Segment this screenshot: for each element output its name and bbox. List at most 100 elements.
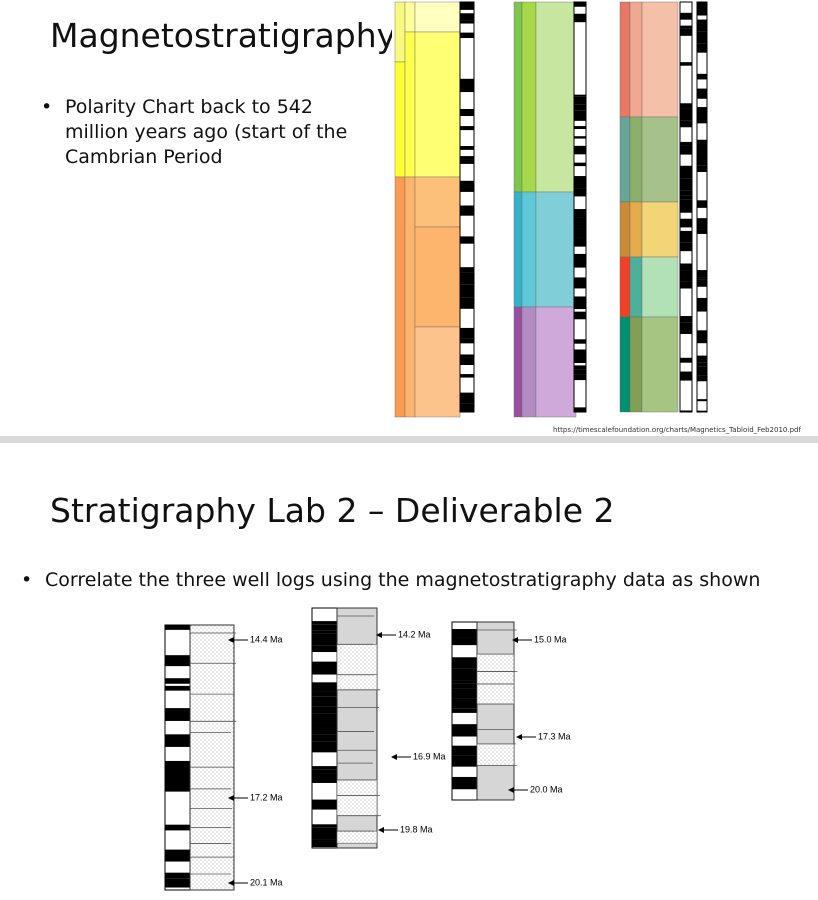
polarity-band xyxy=(312,624,337,631)
arrow-head xyxy=(228,795,234,801)
period-band xyxy=(629,116,643,203)
period-band xyxy=(394,1,406,63)
polarity-band xyxy=(312,766,337,770)
polarity-band xyxy=(574,162,586,167)
period-band xyxy=(619,1,631,118)
polarity-band xyxy=(460,374,474,378)
period-band xyxy=(629,201,643,258)
sand-layer xyxy=(476,671,515,685)
sand-layer xyxy=(476,683,515,705)
polarity-band xyxy=(680,145,692,155)
arrow-head xyxy=(228,880,234,886)
polarity-band xyxy=(452,629,477,638)
period-band xyxy=(619,116,631,203)
polarity-band xyxy=(697,279,707,287)
polarity-band xyxy=(697,43,707,53)
polarity-band xyxy=(312,799,337,810)
polarity-band xyxy=(460,20,474,24)
polarity-band xyxy=(165,878,190,888)
polarity-band xyxy=(452,688,477,699)
polarity-band xyxy=(460,2,474,10)
slide-1: Magnetostratigraphy Polarity Chart back … xyxy=(0,0,818,436)
age-label: 14.2 Ma xyxy=(398,629,431,639)
source-link: https://timescalefoundation.org/charts/M… xyxy=(553,426,801,434)
polarity-band xyxy=(697,145,707,154)
polarity-band xyxy=(574,407,586,412)
period-band xyxy=(629,256,643,318)
period-band xyxy=(414,326,461,418)
polarity-band xyxy=(452,668,477,681)
period-band xyxy=(414,31,461,178)
polarity-band xyxy=(680,242,692,252)
period-band xyxy=(641,316,679,413)
polarity-band xyxy=(460,267,474,273)
polarity-band xyxy=(680,28,692,36)
polarity-band xyxy=(460,284,474,298)
polarity-band xyxy=(452,724,477,737)
polarity-band xyxy=(697,19,707,32)
polarity-band xyxy=(452,680,477,684)
polarity-band xyxy=(165,849,190,862)
polarity-band xyxy=(697,2,707,16)
arrow-head xyxy=(376,632,382,638)
period-band xyxy=(641,201,679,258)
period-band xyxy=(641,116,679,203)
sand-layer xyxy=(336,674,378,691)
bullet: Polarity Chart back to 542 million years… xyxy=(41,95,365,170)
polarity-band xyxy=(452,657,477,669)
period-band xyxy=(619,256,631,318)
polarity-band xyxy=(312,734,337,742)
arrow-head xyxy=(516,734,522,740)
polarity-band xyxy=(697,165,707,172)
polarity-band xyxy=(165,777,190,792)
period-band xyxy=(619,316,631,413)
arrow-head xyxy=(391,754,397,760)
polarity-band xyxy=(574,94,586,97)
polarity-band xyxy=(452,698,477,709)
slide-title: Magnetostratigraphy xyxy=(50,16,397,55)
polarity-band xyxy=(574,365,586,370)
period-band xyxy=(513,1,523,193)
period-band xyxy=(513,191,523,308)
polarity-band xyxy=(165,824,190,831)
polarity-band xyxy=(680,410,692,412)
polarity-band xyxy=(680,165,692,179)
polarity-band xyxy=(697,73,707,80)
polarity-band xyxy=(697,31,707,44)
polarity-band xyxy=(460,403,474,412)
polarity-band xyxy=(460,156,474,160)
polarity-band xyxy=(574,277,586,289)
polarity-band xyxy=(680,230,692,243)
polarity-band xyxy=(312,645,337,653)
polarity-band xyxy=(574,110,586,121)
polarity-band xyxy=(460,159,474,164)
period-band xyxy=(521,1,537,193)
polarity-band xyxy=(574,296,586,310)
polarity-band xyxy=(680,178,692,191)
polarity-band xyxy=(574,209,586,218)
age-label: 20.1 Ma xyxy=(250,877,283,887)
polarity-band xyxy=(312,713,337,723)
polarity-band xyxy=(165,769,190,778)
polarity-band xyxy=(452,708,477,713)
period-band xyxy=(535,191,577,308)
polarity-band xyxy=(680,195,692,200)
lithology-column xyxy=(189,624,235,891)
polarity-band xyxy=(452,776,477,790)
period-band xyxy=(394,61,406,178)
period-band xyxy=(404,31,416,178)
polarity-band xyxy=(460,205,474,216)
divider xyxy=(0,436,818,443)
polarity-band xyxy=(312,769,337,783)
polarity-band xyxy=(680,103,692,109)
polarity-band xyxy=(460,13,474,21)
sand-layer xyxy=(476,743,515,766)
polarity-band xyxy=(697,229,707,234)
polarity-band xyxy=(680,263,692,271)
sand-layer xyxy=(476,653,515,672)
polarity-band xyxy=(574,145,586,155)
polarity-band xyxy=(460,108,474,117)
polarity-band xyxy=(165,734,190,747)
period-band xyxy=(414,1,461,33)
